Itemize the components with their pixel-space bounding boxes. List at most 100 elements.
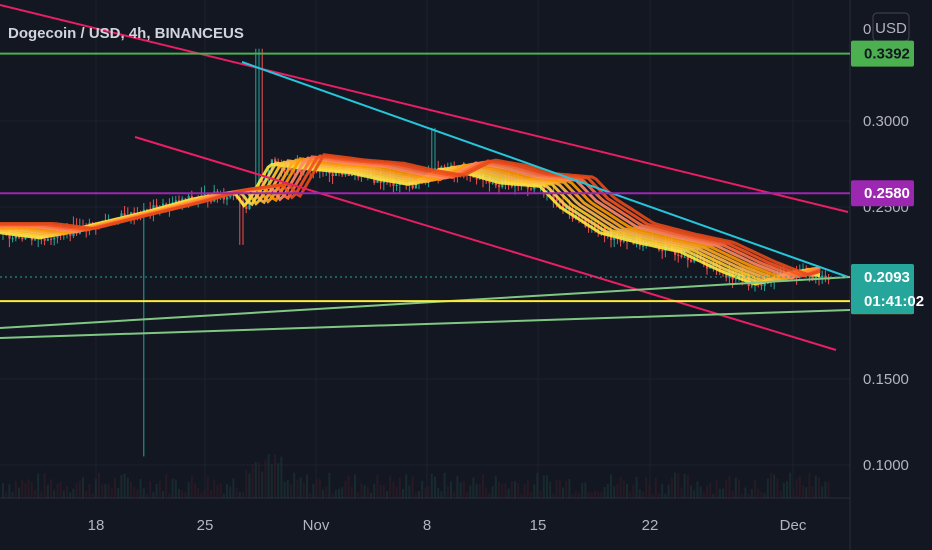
volume-bar bbox=[664, 493, 667, 498]
volume-bar bbox=[30, 481, 33, 498]
horizontal-levels[interactable] bbox=[0, 52, 850, 303]
volume-bar bbox=[136, 489, 139, 498]
volume-bar bbox=[312, 483, 315, 498]
volume-bar bbox=[411, 476, 414, 498]
price-badge-label: 0.3392 bbox=[864, 46, 910, 63]
volume-bar bbox=[254, 462, 257, 498]
volume-bar bbox=[661, 484, 664, 498]
volume-bar bbox=[542, 475, 545, 498]
trendline-green-lower[interactable] bbox=[0, 309, 851, 339]
volume-bar bbox=[562, 487, 564, 498]
volume-bar bbox=[683, 474, 686, 498]
volume-bar bbox=[248, 473, 251, 498]
price-badge bbox=[851, 40, 914, 67]
x-axis[interactable]: 18 25 Nov 8 15 22 Dec bbox=[88, 517, 807, 534]
volume-bar bbox=[715, 480, 718, 498]
volume-bar bbox=[331, 493, 334, 498]
candle-body bbox=[613, 236, 616, 240]
usd-toggle-label[interactable]: USD bbox=[875, 20, 907, 37]
volume-bar bbox=[648, 485, 651, 498]
candle-body bbox=[686, 256, 689, 260]
candle-body bbox=[619, 239, 622, 242]
ribbon bbox=[0, 153, 821, 286]
volume-bar bbox=[594, 490, 596, 498]
volume-bar bbox=[677, 473, 680, 498]
volume-bar bbox=[747, 493, 750, 498]
volume-bar bbox=[277, 463, 280, 498]
candle-body bbox=[555, 199, 558, 202]
usd-toggle[interactable]: USD bbox=[872, 12, 910, 42]
volume-bar bbox=[325, 487, 328, 498]
volume-bar bbox=[155, 483, 158, 498]
candle-body bbox=[552, 191, 555, 200]
volume-bars bbox=[2, 454, 830, 498]
x-tick-label: 25 bbox=[197, 517, 214, 534]
volume-bar bbox=[446, 486, 449, 498]
candle-body bbox=[485, 180, 488, 182]
volume-bar bbox=[654, 478, 657, 498]
volume-bar bbox=[437, 487, 440, 498]
candle-body bbox=[11, 238, 14, 240]
volume-bar bbox=[373, 483, 376, 498]
volume-bar bbox=[510, 481, 513, 498]
candle-body bbox=[424, 182, 427, 184]
volume-bar bbox=[555, 480, 558, 498]
volume-bar bbox=[795, 479, 798, 498]
volume-bar bbox=[11, 492, 14, 498]
candle-body bbox=[123, 213, 126, 216]
candle-body bbox=[494, 182, 497, 186]
candle-body bbox=[725, 272, 728, 278]
candle-body bbox=[331, 173, 334, 177]
candle-body bbox=[50, 238, 53, 240]
volume-bar bbox=[629, 491, 632, 498]
volume-bar bbox=[110, 488, 113, 498]
volume-bar bbox=[242, 492, 244, 498]
trendline-cyan[interactable] bbox=[241, 61, 849, 278]
volume-bar bbox=[190, 475, 193, 498]
volume-bar bbox=[46, 484, 49, 498]
volume-bar bbox=[392, 482, 395, 498]
volume-bar bbox=[178, 488, 180, 498]
volume-bar bbox=[658, 493, 660, 498]
volume-bar bbox=[341, 487, 344, 498]
trend-lines[interactable] bbox=[0, 4, 851, 351]
volume-bar bbox=[8, 484, 11, 498]
x-tick-label: Nov bbox=[303, 517, 330, 534]
volume-bar bbox=[693, 490, 696, 498]
volume-bar bbox=[318, 479, 321, 498]
candle-body bbox=[530, 188, 533, 190]
candle-body bbox=[43, 238, 46, 241]
volume-bar bbox=[462, 480, 465, 498]
volume-bar bbox=[389, 475, 392, 498]
volume-bar bbox=[245, 469, 248, 498]
volume-bar bbox=[539, 490, 542, 498]
y-tick-label: 0.1000 bbox=[863, 457, 909, 474]
volume-bar bbox=[645, 477, 648, 498]
volume-bar bbox=[472, 477, 475, 498]
volume-bar bbox=[565, 480, 568, 498]
volume-bar bbox=[94, 479, 97, 498]
volume-bar bbox=[85, 491, 88, 498]
candle-body bbox=[558, 201, 561, 203]
volume-bar bbox=[424, 487, 427, 498]
volume-bar bbox=[712, 493, 715, 498]
volume-bar bbox=[469, 485, 472, 498]
volume-bar bbox=[488, 492, 491, 498]
volume-bar bbox=[101, 484, 104, 498]
volume-bar bbox=[622, 480, 625, 498]
volume-bar bbox=[363, 485, 366, 498]
volume-bar bbox=[491, 486, 494, 498]
trendline-green-upper[interactable] bbox=[0, 276, 851, 329]
volume-bar bbox=[728, 475, 731, 498]
volume-bar bbox=[792, 488, 795, 498]
volume-bar bbox=[536, 472, 539, 498]
volume-bar bbox=[14, 481, 17, 498]
volume-bar bbox=[619, 476, 622, 498]
volume-bar bbox=[478, 484, 481, 498]
volume-bar bbox=[613, 486, 616, 498]
trendline-red-upper[interactable] bbox=[0, 4, 849, 213]
volume-bar bbox=[600, 491, 603, 498]
candle-body bbox=[18, 235, 21, 238]
